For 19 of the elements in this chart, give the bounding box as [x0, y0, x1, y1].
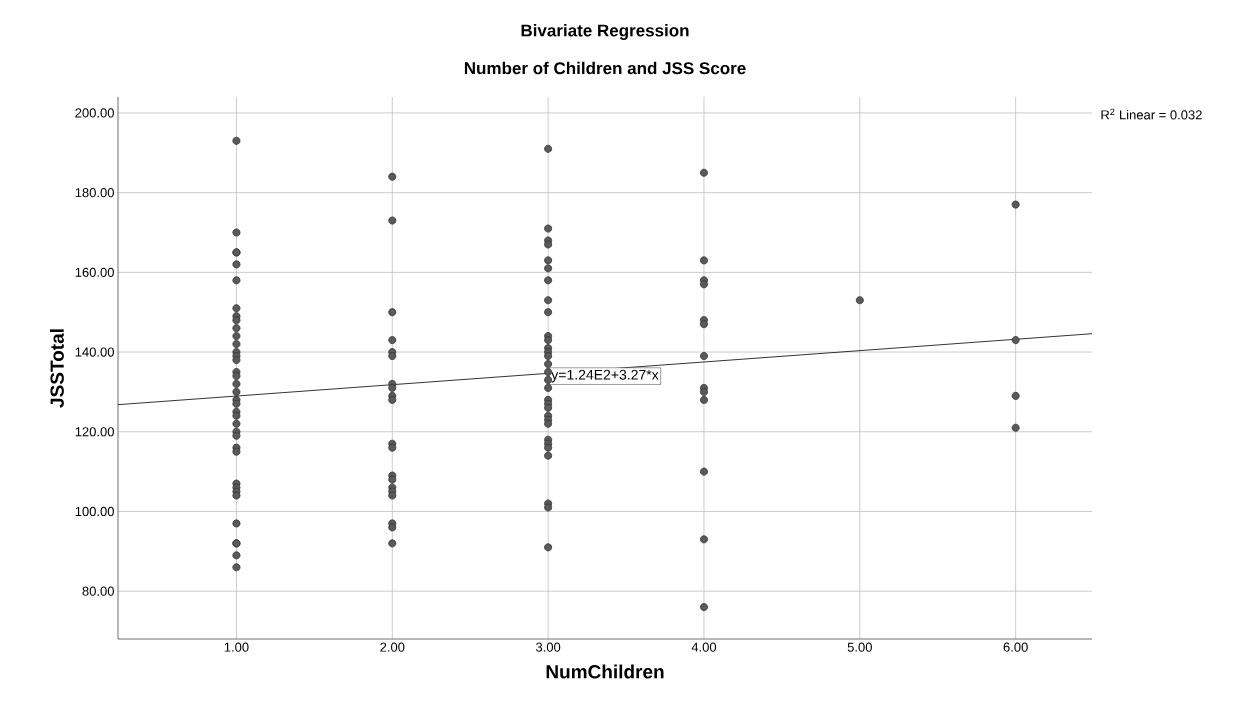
y-tick-label: 80.00 [82, 586, 114, 596]
x-axis-title: NumChildren [546, 664, 664, 679]
x-tick-label: 2.00 [380, 642, 405, 652]
y-tick-label: 200.00 [75, 108, 114, 118]
y-tick-label: 180.00 [75, 188, 114, 198]
x-tick-label: 5.00 [847, 642, 872, 652]
chart-title: Bivariate Regression [521, 24, 689, 40]
text: R$^{2}$ Linear = 0.032 [1101, 108, 1202, 120]
y-axis-title: JSSTotal [49, 329, 64, 408]
y-tick-label: 100.00 [75, 506, 114, 517]
y-tick-label: 120.00 [75, 427, 114, 437]
x-tick-label: 1.00 [224, 642, 249, 652]
x-tick-label: 6.00 [1003, 642, 1028, 652]
chart-subtitle: Number of Children and JSS Score [464, 61, 746, 75]
x-tick-label: 4.00 [691, 642, 717, 652]
y-tick-label: 140.00 [75, 347, 114, 357]
annotation: y=1.24E2+3.27*x [551, 369, 659, 383]
y-tick-label: 160.00 [75, 267, 114, 277]
x-tick-label: 3.00 [535, 642, 561, 652]
